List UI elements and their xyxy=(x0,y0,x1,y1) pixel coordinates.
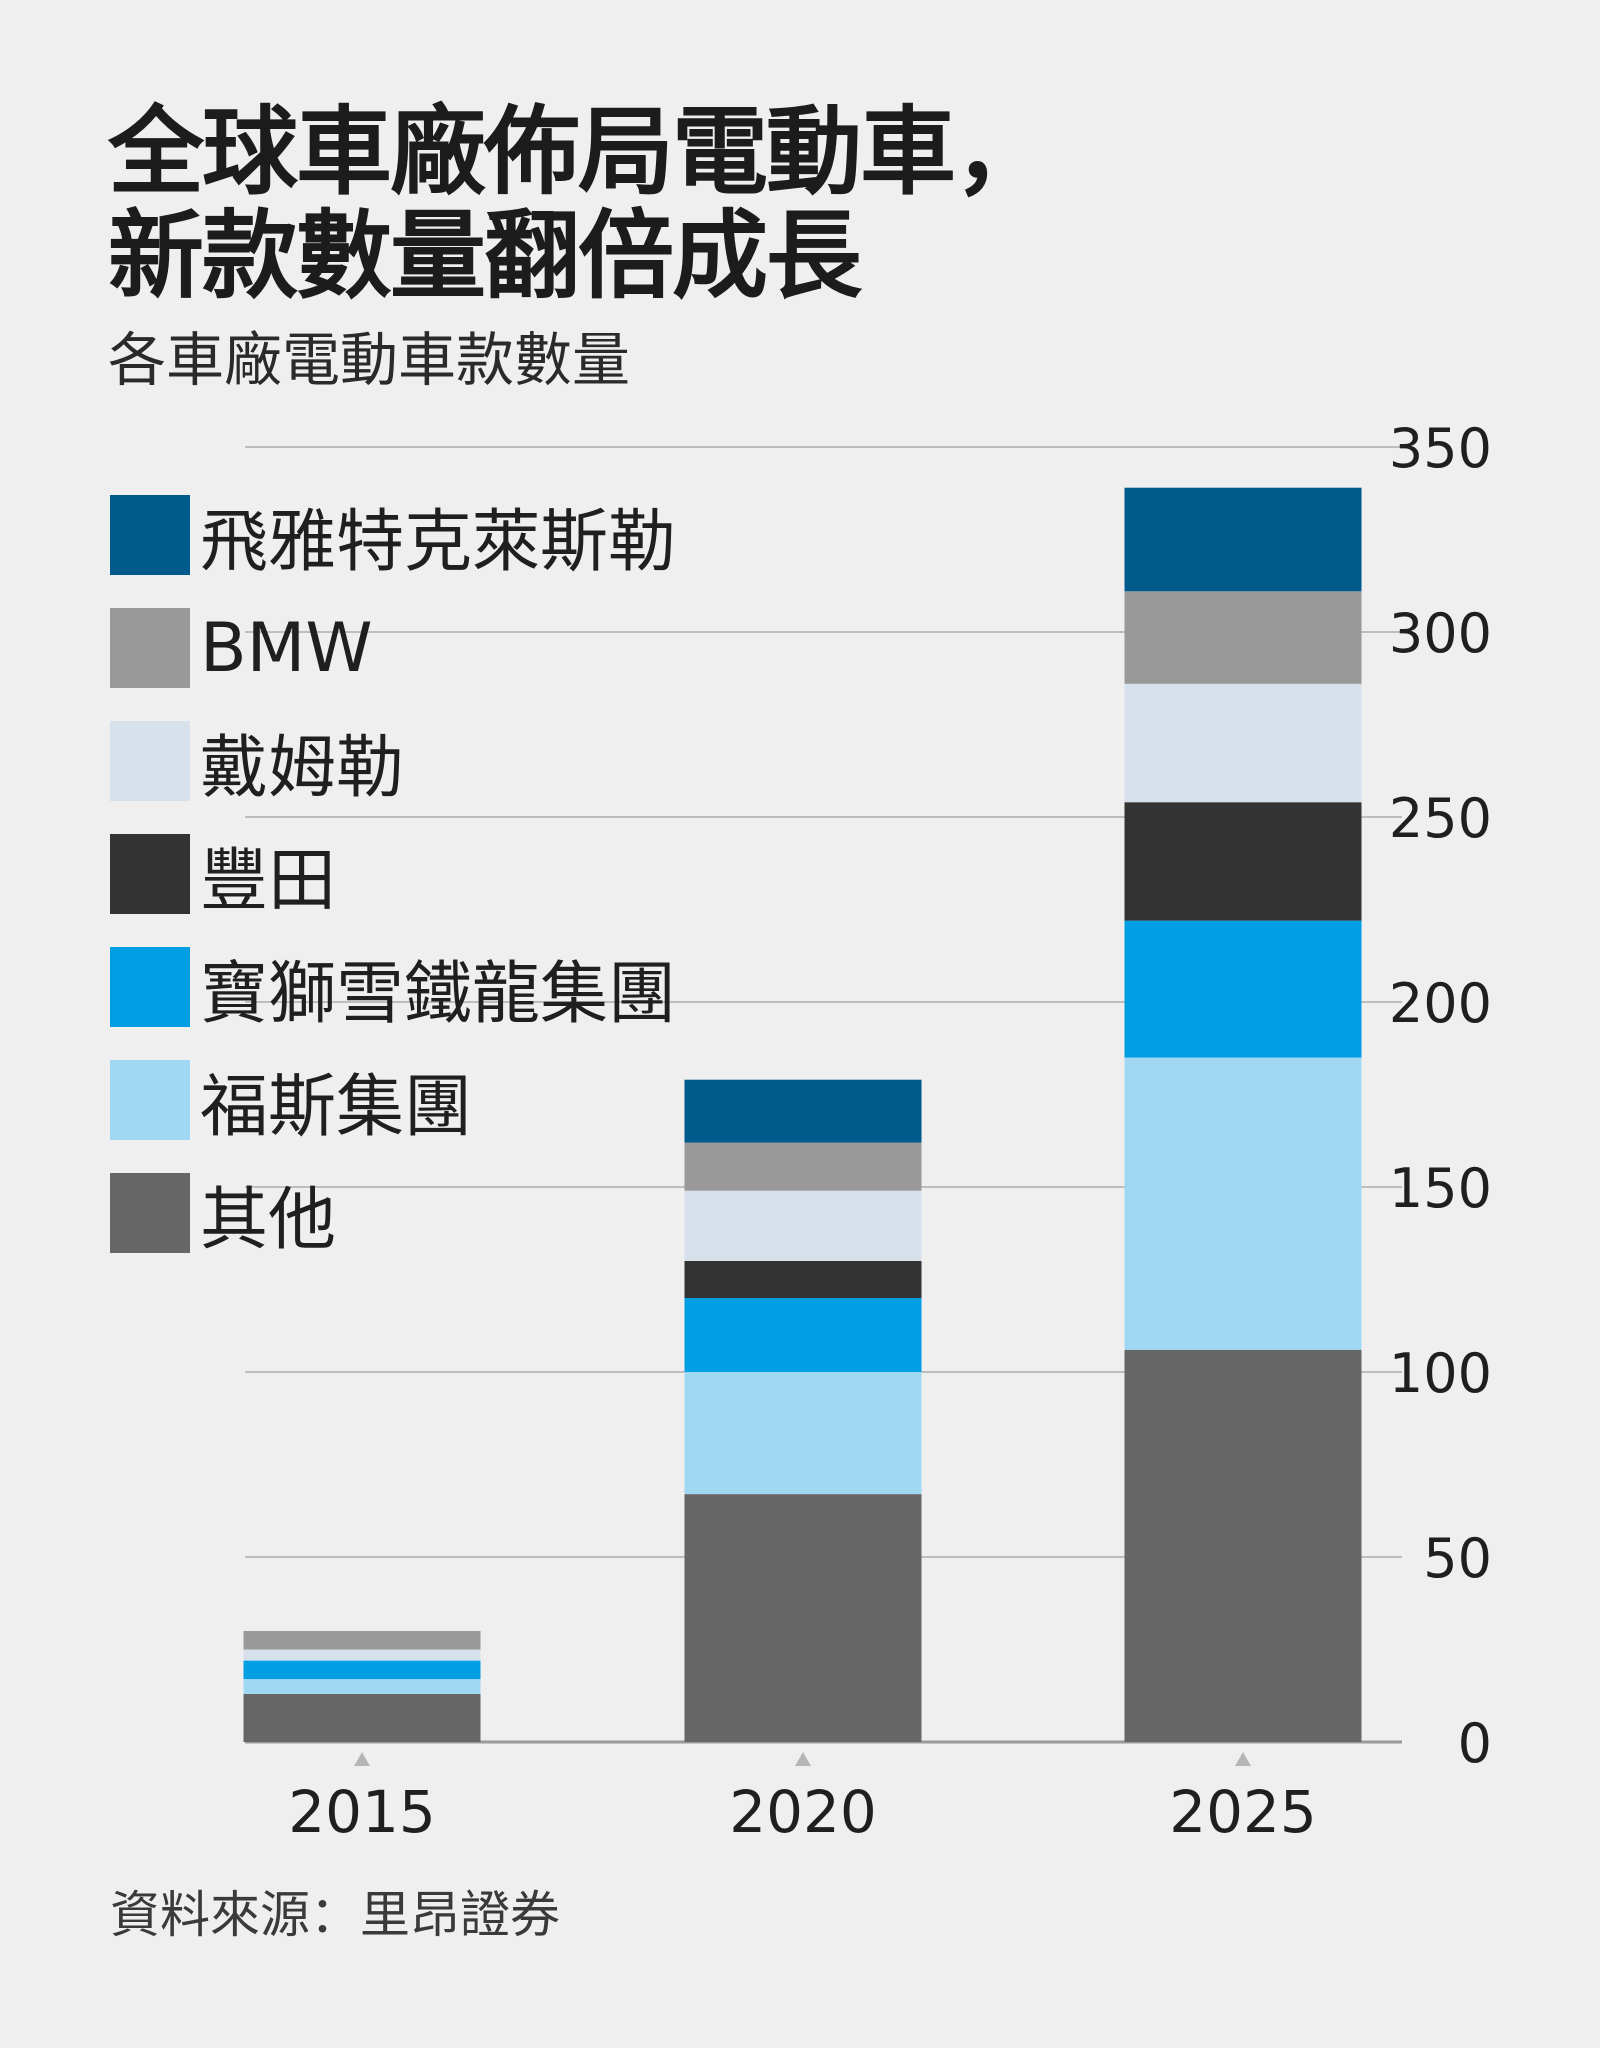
x-tick-marker xyxy=(795,1752,811,1766)
bar-segment-2020-飛雅特克萊斯勒 xyxy=(684,1079,922,1143)
legend-item: BMW xyxy=(110,608,676,688)
legend-item: 其他 xyxy=(110,1173,676,1260)
bars xyxy=(243,487,1362,1742)
bar-segment-2020-寶獅雪鐵龍集團 xyxy=(684,1298,922,1372)
y-tick-label: 200 xyxy=(1389,972,1492,1035)
x-tick-marker xyxy=(1235,1752,1251,1766)
bar-segment-2025-福斯集團 xyxy=(1124,1057,1362,1350)
bar-segment-2025-寶獅雪鐵龍集團 xyxy=(1124,920,1362,1058)
legend-swatch xyxy=(110,1060,190,1140)
legend-label: BMW xyxy=(200,608,373,688)
y-tick-label: 250 xyxy=(1389,787,1492,850)
axis-labels: 0 50 100 150 200 250 300 350 2015 2020 2025 xyxy=(288,417,1492,1846)
legend-item: 寶獅雪鐵龍集團 xyxy=(110,947,676,1034)
bar-segment-2025-飛雅特克萊斯勒 xyxy=(1124,487,1362,592)
legend-swatch xyxy=(110,834,190,914)
source-note: 資料來源：里昂證券 xyxy=(110,1886,560,1944)
bar-segment-2015-福斯集團 xyxy=(243,1679,481,1694)
legend-swatch xyxy=(110,608,190,688)
bar-segment-2020-戴姆勒 xyxy=(684,1190,922,1261)
chart-title-line-1: 全球車廠佈局電動車， xyxy=(108,96,1050,208)
bar-segment-2020-豐田 xyxy=(684,1261,922,1298)
bar-segment-2015-寶獅雪鐵龍集團 xyxy=(243,1660,481,1680)
bar-segment-2015-其他 xyxy=(243,1693,481,1742)
legend-item: 飛雅特克萊斯勒 xyxy=(110,495,676,582)
legend-swatch xyxy=(110,721,190,801)
legend-label: 飛雅特克萊斯勒 xyxy=(200,502,677,582)
bar-segment-2020-BMW xyxy=(684,1142,922,1191)
legend-item: 戴姆勒 xyxy=(110,721,676,808)
legend-label: 福斯集團 xyxy=(200,1067,473,1147)
legend-label: 寶獅雪鐵龍集團 xyxy=(200,954,677,1034)
y-tick-label: 100 xyxy=(1389,1342,1492,1405)
x-tick-marker xyxy=(354,1752,370,1766)
legend-swatch xyxy=(110,495,190,575)
chart-subtitle: 各車廠電動車款數量 xyxy=(108,326,631,394)
x-tick-label: 2020 xyxy=(729,1778,877,1846)
legend: 飛雅特克萊斯勒 BMW 戴姆勒豐田寶獅雪鐵龍集團 福斯集團其他 xyxy=(110,495,676,1286)
legend-swatch xyxy=(110,1173,190,1253)
legend-swatch xyxy=(110,947,190,1027)
y-tick-label: 350 xyxy=(1389,417,1492,480)
y-tick-label: 150 xyxy=(1389,1157,1492,1220)
legend-label: 戴姆勒 xyxy=(200,728,405,808)
x-tick-label: 2025 xyxy=(1169,1778,1317,1846)
bar-segment-2025-戴姆勒 xyxy=(1124,683,1362,803)
bar-segment-2025-其他 xyxy=(1124,1349,1362,1742)
y-tick-label: 50 xyxy=(1423,1527,1492,1590)
x-tick-label: 2015 xyxy=(288,1778,436,1846)
bar-segment-2025-豐田 xyxy=(1124,802,1362,921)
legend-label: 其他 xyxy=(200,1180,337,1260)
chart-title-line-2: 新款數量翻倍成長 xyxy=(108,200,862,312)
legend-label: 豐田 xyxy=(200,841,337,921)
legend-item: 福斯集團 xyxy=(110,1060,676,1147)
bar-segment-2015-戴姆勒 xyxy=(243,1649,481,1661)
y-tick-label: 0 xyxy=(1458,1712,1492,1775)
bar-segment-2015-BMW xyxy=(243,1631,481,1650)
legend-item: 豐田 xyxy=(110,834,676,921)
bar-segment-2025-BMW xyxy=(1124,591,1362,684)
bar-segment-2020-福斯集團 xyxy=(684,1372,922,1495)
y-tick-label: 300 xyxy=(1389,602,1492,665)
bar-segment-2020-其他 xyxy=(684,1494,922,1742)
chart-title: 全球車廠佈局電動車， 新款數量翻倍成長 xyxy=(108,96,1050,312)
